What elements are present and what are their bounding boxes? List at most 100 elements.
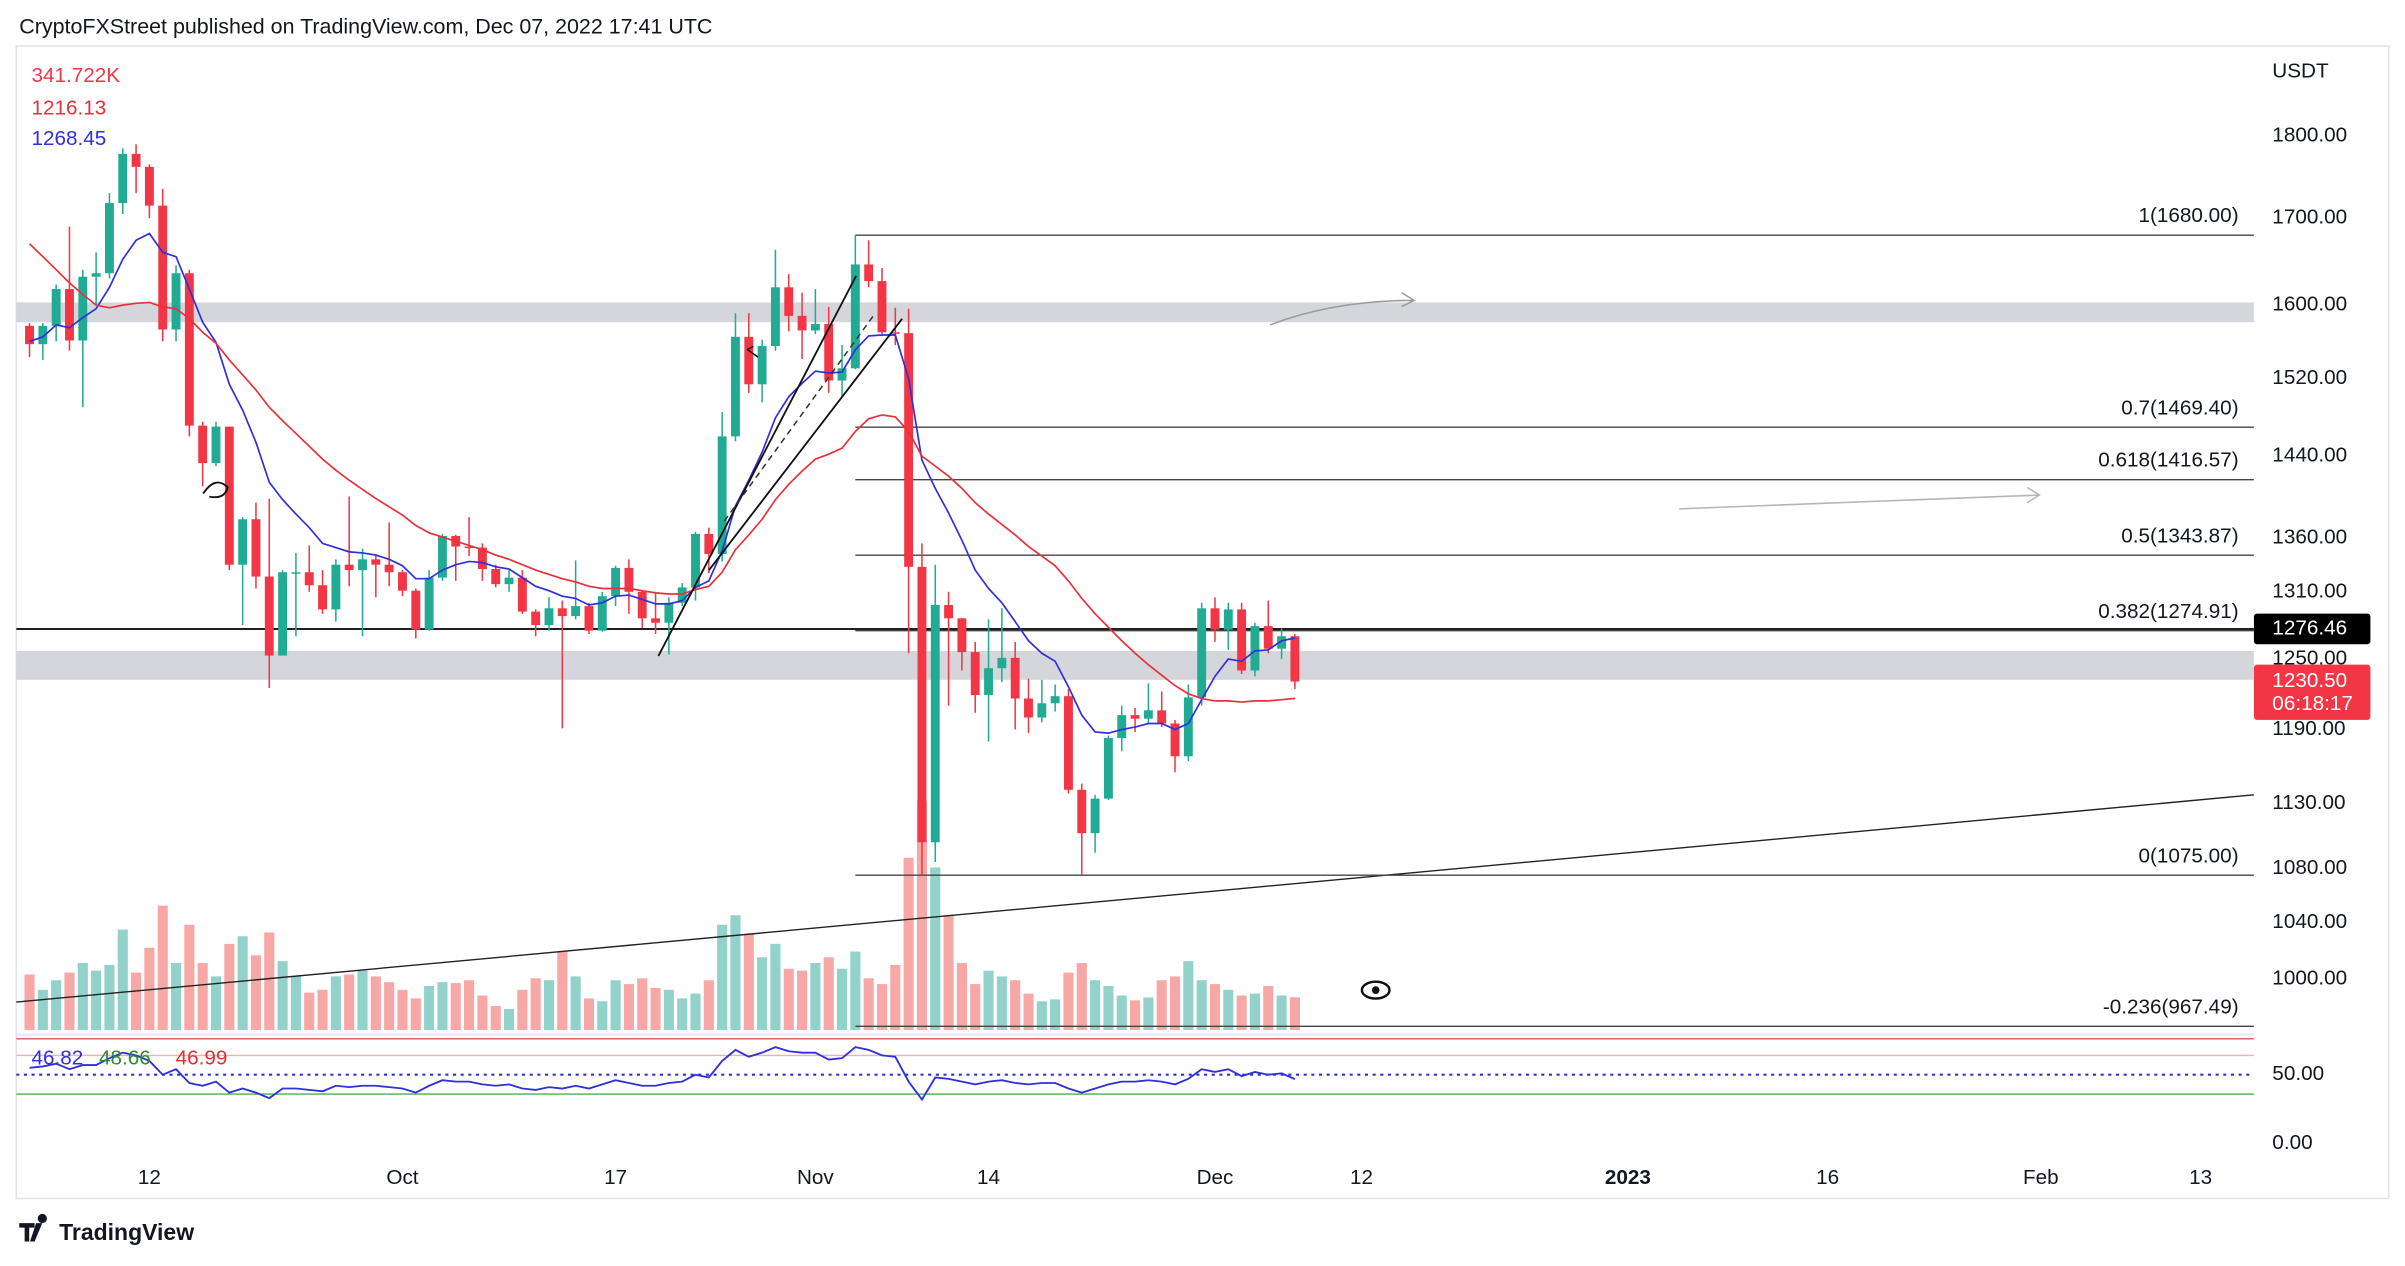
candle-body xyxy=(770,287,780,347)
candle-body xyxy=(1130,715,1140,719)
eye-pupil xyxy=(1371,986,1380,994)
volume-bar xyxy=(424,985,435,1030)
candle-body xyxy=(904,333,914,567)
candle-body xyxy=(944,604,954,619)
rsi-tick-label: 50.00 xyxy=(2272,1062,2324,1085)
ma-legend: 1268.45 xyxy=(32,127,107,150)
channel-line xyxy=(708,318,903,571)
volume-legend: 341.722K xyxy=(32,64,121,87)
y-tick-label: 1440.00 xyxy=(2272,444,2347,467)
countdown: 06:18:17 xyxy=(2272,692,2353,715)
candle-body xyxy=(424,577,434,630)
x-tick-label: 13 xyxy=(2189,1166,2212,1189)
candle-body xyxy=(1037,703,1047,718)
last-price-box xyxy=(2253,664,2371,720)
ma-legend: 1216.13 xyxy=(32,96,107,119)
candle-body xyxy=(691,533,700,588)
volume-bar xyxy=(1143,997,1154,1030)
candle-body xyxy=(1170,723,1180,757)
volume-bar xyxy=(743,934,754,1030)
candle-body xyxy=(1010,657,1020,699)
x-tick-label: Nov xyxy=(797,1166,834,1189)
candle-body xyxy=(664,602,674,623)
candle-body xyxy=(131,153,141,167)
x-tick-label: 2023 xyxy=(1605,1166,1651,1189)
candle-body xyxy=(211,426,221,464)
candle-body xyxy=(318,585,327,610)
candle-body xyxy=(1197,608,1207,698)
y-tick-label: 1190.00 xyxy=(2272,717,2345,740)
candle-body xyxy=(411,590,421,630)
y-tick-label: 1520.00 xyxy=(2272,366,2347,389)
volume-bar xyxy=(570,976,581,1030)
candle-body xyxy=(1237,609,1247,671)
candle-body xyxy=(1117,715,1127,738)
y-tick-label: 1000.00 xyxy=(2272,966,2347,989)
volume-bar xyxy=(1156,980,1167,1030)
candle-body xyxy=(517,577,527,612)
volume-bar xyxy=(970,984,981,1030)
doodle xyxy=(746,345,759,358)
x-tick-label: 14 xyxy=(977,1166,1000,1189)
volume-bar xyxy=(623,984,634,1030)
volume-bar xyxy=(1276,995,1287,1030)
volume-bar xyxy=(1249,993,1260,1030)
candle-body xyxy=(1077,789,1087,834)
volume-bar xyxy=(37,989,48,1030)
volume-bar xyxy=(370,976,381,1030)
volume-bar xyxy=(64,972,75,1030)
volume-bar xyxy=(956,963,967,1030)
candle-body xyxy=(970,652,980,696)
rsi-legend: 48.66 xyxy=(99,1047,151,1070)
volume-bar xyxy=(1103,985,1114,1030)
y-tick-label: 1310.00 xyxy=(2272,579,2347,602)
fib-label: 0.7(1469.40) xyxy=(2121,396,2238,419)
volume-bar xyxy=(197,963,208,1030)
candle-body xyxy=(1183,697,1193,757)
volume-bar xyxy=(1050,999,1061,1030)
volume-bar xyxy=(357,970,368,1030)
y-tick-label: 1360.00 xyxy=(2272,526,2347,549)
eye-icon[interactable] xyxy=(1360,980,1391,1000)
candle-body xyxy=(358,559,367,571)
volume-bar xyxy=(104,964,115,1030)
volume-bar xyxy=(264,932,275,1030)
candle-body xyxy=(1157,710,1167,724)
moving-average xyxy=(29,232,1296,734)
candle-body xyxy=(224,426,234,565)
fib-label: 0.5(1343.87) xyxy=(2121,524,2238,547)
volume-bar xyxy=(943,915,954,1030)
candle-body xyxy=(531,611,541,626)
volume-bar xyxy=(237,936,248,1030)
volume-bar xyxy=(530,978,541,1030)
volume-bar xyxy=(823,957,834,1030)
volume-bar xyxy=(250,955,262,1030)
volume-bar xyxy=(131,972,142,1030)
volume-bar xyxy=(543,980,555,1030)
candle-body xyxy=(571,606,581,617)
candle-body xyxy=(824,324,834,381)
y-tick-label: 1080.00 xyxy=(2272,856,2347,879)
candle-body xyxy=(1263,626,1273,649)
volume-bar xyxy=(1130,1000,1141,1030)
candle-body xyxy=(677,587,687,603)
volume-bar xyxy=(663,989,674,1030)
volume-bar xyxy=(1090,980,1101,1030)
volume-bar xyxy=(637,978,648,1030)
volume-bar xyxy=(304,992,315,1030)
candle-body xyxy=(464,546,474,549)
y-tick-label: 1250.00 xyxy=(2272,646,2347,669)
candle-body xyxy=(304,572,314,586)
volume-bar xyxy=(344,974,355,1030)
candle-body xyxy=(477,547,487,569)
volume-bar xyxy=(1289,997,1300,1030)
candle-body xyxy=(997,657,1007,669)
candle-body xyxy=(1024,698,1033,718)
volume-bar xyxy=(757,957,768,1030)
volume-bar xyxy=(144,947,155,1030)
volume-bar xyxy=(703,980,714,1030)
fib-label: 0.618(1416.57) xyxy=(2098,449,2238,472)
volume-bar xyxy=(117,929,128,1030)
volume-bar xyxy=(1036,1001,1047,1030)
price-line-label: 1276.46 xyxy=(2272,616,2347,639)
